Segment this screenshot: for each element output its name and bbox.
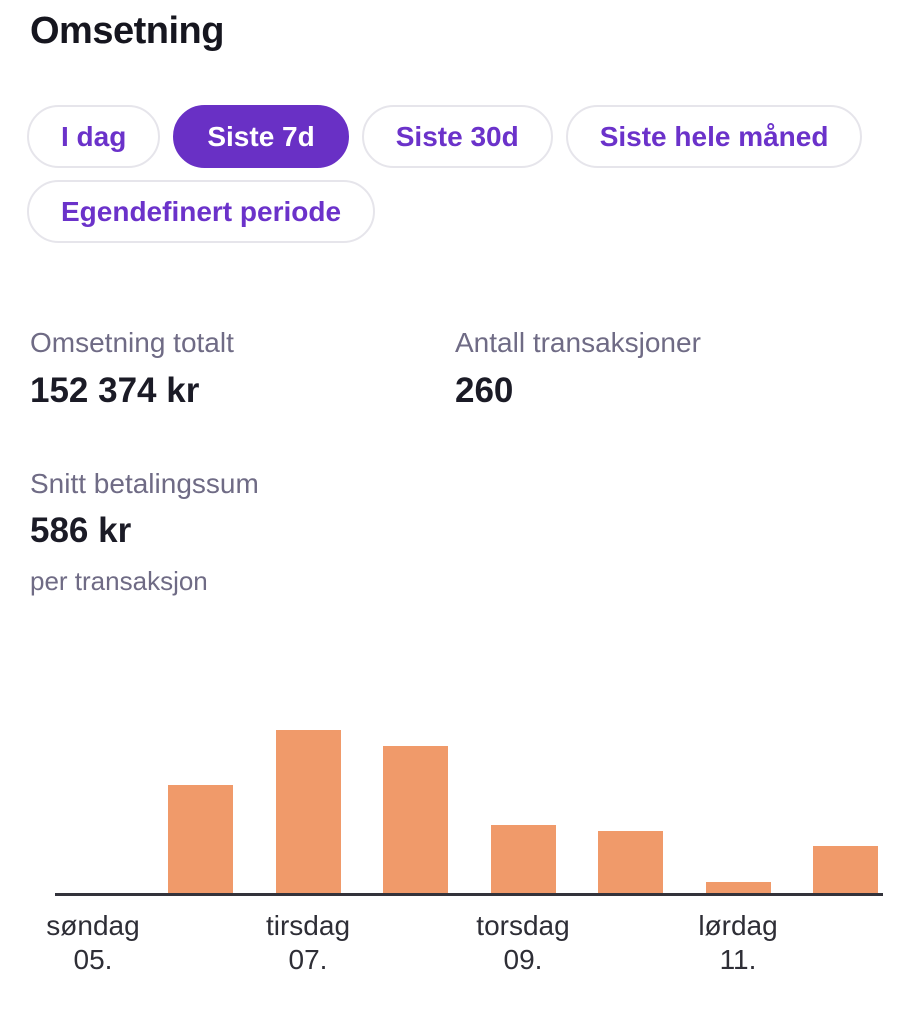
stat-snitt-betalingssum: Snitt betalingssum 586 kr per transaksjon xyxy=(30,467,455,597)
filter-pill-egendefinert-periode[interactable]: Egendefinert periode xyxy=(27,180,376,243)
chart-bar-slot-4[interactable] xyxy=(490,825,556,893)
stat-antall-transaksjoner: Antall transaksjoner 260 xyxy=(455,326,884,411)
x-tick-date: 11. xyxy=(719,944,757,975)
x-tick-date: 05. xyxy=(73,944,113,975)
chart-bar-slot-1[interactable] xyxy=(168,785,233,893)
stat-sublabel: per transaksjon xyxy=(30,565,208,596)
filter-pill-siste-7d[interactable]: Siste 7d xyxy=(173,105,349,168)
stat-value: 260 xyxy=(455,370,514,410)
x-tick-day: tirsdag xyxy=(265,910,351,941)
stats-grid: Omsetning totalt 152 374 kr Antall transak… xyxy=(30,326,884,597)
x-tick-sondag: søndag 05. xyxy=(46,909,139,977)
x-tick-tirsdag: tirsdag 07. xyxy=(266,909,350,977)
period-filter-group: I dag Siste 7d Siste 30d Siste hele måned Eg… xyxy=(27,105,867,243)
revenue-chart: søndag 05. tirsdag 07. torsdag 09. lørdag 11. xyxy=(46,710,883,975)
chart-bar-slot-7[interactable] xyxy=(813,846,878,893)
chart-bar-slot-3[interactable] xyxy=(383,746,448,893)
stat-value: 586 kr xyxy=(30,511,132,551)
x-tick-day: lørdag xyxy=(698,910,778,941)
chart-bar-slot-6[interactable] xyxy=(705,882,771,893)
x-tick-lordag: lørdag 11. xyxy=(698,909,777,977)
stat-label: Omsetning totalt xyxy=(30,327,234,358)
x-tick-date: 09. xyxy=(503,944,543,975)
chart-bar-slot-5[interactable] xyxy=(598,831,663,893)
stat-value: 152 374 kr xyxy=(30,370,200,410)
x-tick-day: torsdag xyxy=(476,910,570,941)
stat-label: Snitt betalingssum xyxy=(30,467,259,499)
x-tick-torsdag: torsdag 09. xyxy=(476,909,569,977)
filter-pill-siste-30d[interactable]: Siste 30d xyxy=(361,105,553,168)
x-tick-date: 07. xyxy=(288,944,328,975)
page-title: Omsetning xyxy=(30,10,224,52)
filter-pill-siste-hele-maned[interactable]: Siste hele måned xyxy=(565,105,863,168)
x-axis-line xyxy=(55,893,883,896)
stat-omsetning-totalt: Omsetning totalt 152 374 kr xyxy=(30,326,455,411)
x-tick-day: søndag xyxy=(46,910,140,941)
stat-label: Antall transaksjoner xyxy=(455,327,701,358)
filter-pill-i-dag[interactable]: I dag xyxy=(27,105,161,168)
chart-bar-slot-2[interactable] xyxy=(275,730,341,893)
